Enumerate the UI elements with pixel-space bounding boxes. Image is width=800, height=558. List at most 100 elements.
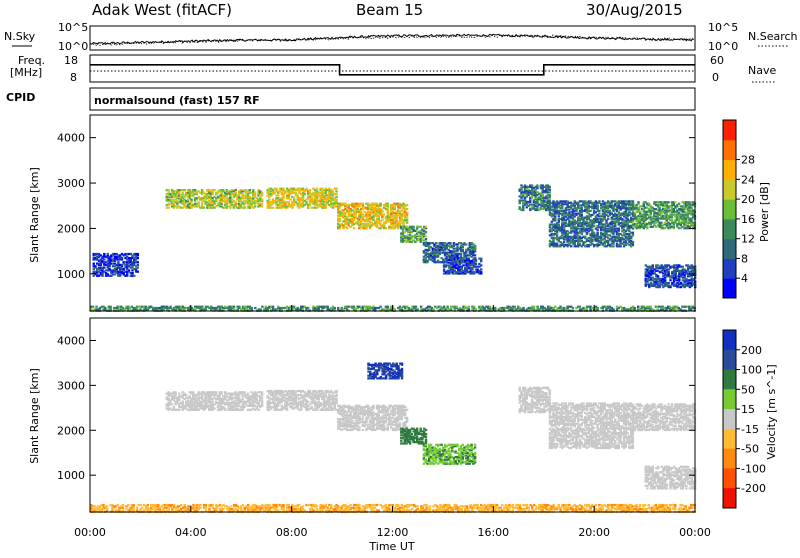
x-tick-label: 20:00	[578, 526, 610, 539]
y-tick-label: 2000	[57, 222, 85, 235]
colorbar-swatch	[723, 160, 736, 180]
colorbar-tick-label: 28	[741, 154, 755, 167]
nsky-label: N.Sky	[4, 30, 36, 43]
heatmap-region-5	[519, 387, 551, 414]
colorbar-tick-label: -100	[741, 462, 766, 475]
heatmap-region-6	[519, 184, 551, 211]
cpid-label: CPID	[6, 91, 35, 104]
nave-label: Nave	[748, 64, 776, 77]
power-panel	[90, 184, 696, 311]
colorbar-swatch	[723, 409, 736, 429]
colorbar-tick-label: 12	[741, 233, 755, 246]
nsearch-tick-top: 10^5	[708, 21, 738, 34]
colorbar-swatch	[723, 488, 736, 508]
heatmap-region-9	[645, 264, 697, 288]
colorbar-swatch	[723, 219, 736, 239]
heatmap-region-6	[549, 402, 634, 449]
colorbar-tick-label: 8	[741, 252, 748, 265]
heatmap-region-7	[549, 200, 634, 247]
heatmap-region-1	[267, 390, 338, 411]
y-tick-label: 2000	[57, 424, 85, 437]
colorbar-swatch	[723, 239, 736, 259]
colorbar-swatch	[723, 389, 736, 409]
heatmap-region-8	[645, 466, 697, 490]
x-tick-label: 16:00	[477, 526, 509, 539]
colorbar-tick-label: -200	[741, 482, 766, 495]
y-tick-label: 4000	[57, 334, 85, 347]
colorbar-swatch	[723, 449, 736, 469]
heatmap-region-3	[400, 428, 427, 445]
x-tick-label: 12:00	[377, 526, 409, 539]
colorbar-tick-label: 200	[741, 344, 762, 357]
colorbar-swatch	[723, 350, 736, 370]
colorbar-tick-label: 15	[741, 403, 755, 416]
colorbar-swatch	[723, 120, 736, 140]
colorbar-swatch	[723, 278, 736, 298]
beam-title: Beam 15	[356, 1, 423, 19]
cpid-text: normalsound (fast) 157 RF	[94, 94, 260, 107]
x-tick-label: 04:00	[175, 526, 207, 539]
x-axis-label: Time UT	[368, 540, 414, 553]
heatmap-region-0	[166, 391, 264, 411]
colorbar-swatch	[723, 330, 736, 350]
heatmap-region-3	[400, 226, 427, 243]
heatmap-region-7	[632, 403, 696, 431]
heatmap-region-8	[632, 201, 696, 229]
power-ylabel: Slant Range [km]	[28, 167, 41, 263]
nave-tick-bottom: 0	[712, 71, 719, 84]
freq-tick-bottom: 8	[70, 71, 77, 84]
freq-unit: [MHz]	[10, 66, 42, 79]
x-tick-label: 08:00	[276, 526, 308, 539]
y-tick-label: 1000	[57, 268, 85, 281]
heatmap-region-1	[267, 188, 338, 209]
heatmap-region-9	[367, 363, 403, 380]
colorbar-swatch	[723, 370, 736, 390]
heatmap-region-5	[443, 258, 483, 275]
power-colorbar-label: Power [dB]	[758, 182, 771, 242]
nsearch-tick-bottom: 10^0	[708, 40, 738, 53]
colorbar-tick-label: 16	[741, 213, 755, 226]
y-tick-label: 3000	[57, 379, 85, 392]
colorbar-tick-label: -15	[741, 423, 759, 436]
heatmap-region-2	[337, 405, 408, 431]
colorbar-swatch	[723, 258, 736, 278]
freq-tick-top: 18	[64, 54, 78, 67]
frequency-line	[90, 65, 695, 75]
colorbar-swatch	[723, 140, 736, 160]
velocity-ylabel: Slant Range [km]	[28, 368, 41, 464]
nave-tick-top: 60	[710, 54, 724, 67]
x-tick-label: 00:00	[679, 526, 711, 539]
colorbar-swatch	[723, 179, 736, 199]
velocity-colorbar: 200 100 50 15 -15 -50 -100 -200	[723, 330, 766, 509]
freq-series	[90, 65, 695, 75]
colorbar-tick-label: 50	[741, 383, 755, 396]
x-tick-label: 00:00	[74, 526, 106, 539]
colorbar-tick-label: 20	[741, 193, 755, 206]
noise-series	[90, 34, 694, 45]
colorbar-tick-label: 24	[741, 173, 755, 186]
date-title: 30/Aug/2015	[586, 1, 683, 19]
y-tick-label: 3000	[57, 177, 85, 190]
velocity-panel	[90, 363, 696, 513]
heatmap-region-10	[93, 253, 140, 277]
nsky-tick-bottom: 10^0	[58, 40, 88, 53]
colorbar-tick-label: 4	[741, 272, 748, 285]
colorbar-swatch	[723, 199, 736, 219]
noise-line-nsky	[90, 34, 694, 44]
colorbar-tick-label: 100	[741, 364, 762, 377]
power-colorbar: 4 8 12 16 20 24 28	[723, 120, 755, 299]
heatmap-region-2	[337, 203, 408, 230]
colorbar-tick-label: -50	[741, 443, 759, 456]
heatmap-region-0	[166, 189, 264, 209]
velocity-colorbar-label: Velocity [m s^-1]	[765, 364, 778, 459]
heatmap-region-4	[423, 444, 477, 465]
y-tick-label: 4000	[57, 132, 85, 145]
y-tick-label: 1000	[57, 469, 85, 482]
freq-panel-frame	[90, 55, 695, 82]
nsearch-label: N.Search	[748, 30, 798, 43]
colorbar-swatch	[723, 468, 736, 488]
nsky-tick-top: 10^5	[58, 21, 88, 34]
station-title: Adak West (fitACF)	[92, 1, 232, 19]
colorbar-swatch	[723, 429, 736, 449]
